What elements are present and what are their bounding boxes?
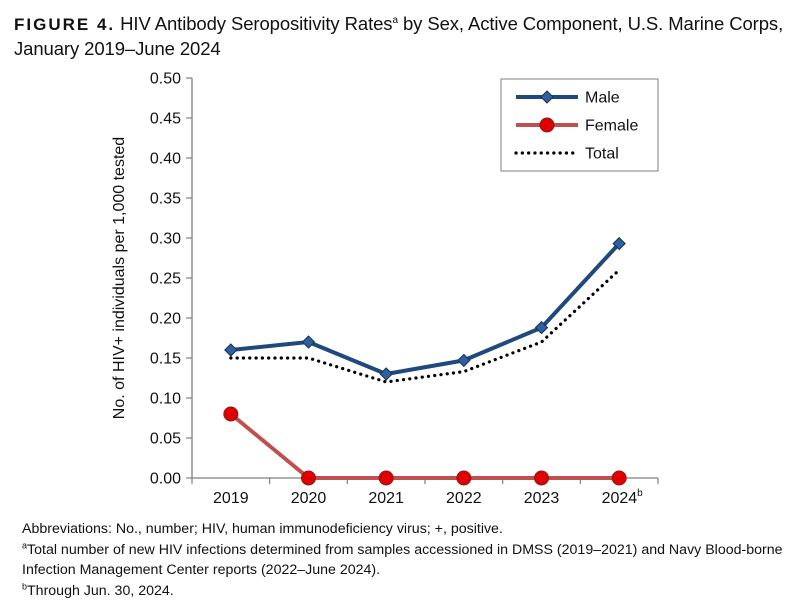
footnote-a: aTotal number of new HIV infections dete… [22, 540, 792, 581]
legend-entry-female: Female [516, 117, 638, 135]
data-point-male [534, 320, 549, 335]
y-tick-labels: 0.00 0.05 0.10 0.15 0.20 0.25 0.30 0.35 0.40 0.45… [150, 71, 181, 488]
abbreviations-note: Abbreviations: No., number; HIV, human i… [22, 521, 503, 537]
series-line-female [229, 412, 620, 480]
data-point-male [457, 353, 471, 368]
legend-label-total: Total [585, 146, 619, 163]
footnote-a-mark: a [22, 539, 28, 550]
y-tick-label: 0.50 [150, 71, 181, 88]
figure-title: FIGURE 4. HIV Antibody Seropositivity Ra… [14, 12, 794, 61]
x-tick-labels: 2019 2020 2021 2022 2023 2024b [213, 488, 643, 507]
footnote-b-mark: b [22, 580, 28, 591]
data-point-female [301, 470, 316, 486]
legend-entry-total: Total [514, 146, 619, 163]
x-tick-label: 2021 [368, 490, 404, 507]
x-tick-label: 2019 [213, 490, 249, 507]
y-tick-label: 0.20 [150, 311, 181, 328]
y-tick-label: 0.30 [150, 231, 181, 248]
data-point-male [612, 236, 626, 251]
line-chart: 0.00 0.05 0.10 0.15 0.20 0.25 0.30 0.35 0.40 0.45… [111, 71, 659, 507]
y-tick-label: 0.40 [150, 151, 181, 168]
y-tick-label: 0.45 [150, 111, 181, 128]
x-tick-label: 2023 [524, 490, 560, 507]
legend: Male Female Total [500, 78, 659, 172]
legend-marker-female [539, 117, 555, 133]
figure-title-footnote-mark: a [392, 14, 398, 26]
figure-title-rest: by Sex, Active Component, U.S. Marine Co… [14, 13, 784, 59]
y-tick-label: 0.35 [150, 191, 181, 208]
y-axis-label: No. of HIV+ individuals per 1,000 tested [111, 137, 128, 419]
footnote-b-text: Through Jun. 30, 2024. [27, 582, 174, 599]
figure-label: FIGURE 4. [14, 15, 116, 34]
series-line-male [230, 242, 621, 376]
series-female [223, 406, 627, 486]
footnote-b: bThrough Jun. 30, 2024. [22, 581, 792, 602]
data-point-female [611, 470, 627, 486]
data-point-female [223, 406, 239, 422]
x-tick-label: 2024b [602, 488, 644, 507]
footnote-a-text: Total number of new HIV infections deter… [22, 541, 783, 579]
data-point-female [534, 470, 549, 486]
y-tick-label: 0.10 [150, 391, 181, 408]
data-point-female [456, 470, 472, 486]
legend-label-female: Female [585, 118, 638, 135]
data-point-male [379, 367, 393, 381]
legend-marker-male [540, 90, 554, 104]
y-tick-label: 0.15 [150, 351, 181, 368]
series-male [224, 236, 626, 381]
data-point-male [224, 343, 238, 357]
figure-title-text: HIV Antibody Seropositivity Rates [120, 13, 393, 34]
x-tick-footnote-mark: b [637, 488, 643, 499]
series-layer [223, 236, 627, 486]
y-tick-label: 0.05 [150, 431, 181, 448]
figure-notes: Abbreviations: No., number; HIV, human i… [22, 519, 792, 601]
y-tick-label: 0.00 [150, 471, 181, 488]
legend-label-male: Male [585, 90, 620, 107]
legend-entry-male: Male [516, 90, 620, 107]
x-tick-label: 2020 [291, 490, 327, 507]
x-tick-label: 2022 [446, 490, 482, 507]
data-point-male [301, 335, 316, 349]
data-point-female [378, 470, 394, 486]
y-tick-label: 0.25 [150, 271, 181, 288]
